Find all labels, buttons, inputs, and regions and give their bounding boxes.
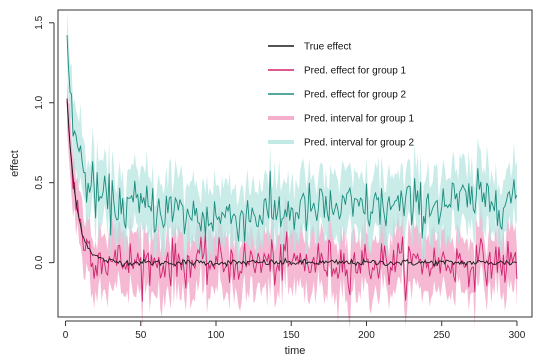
x-tick-label: 0: [63, 330, 69, 341]
x-tick-label: 250: [433, 330, 450, 341]
y-tick-label: 0.0: [34, 255, 45, 269]
series-lines: [66, 35, 518, 302]
prediction-interval-bands: [67, 10, 517, 329]
series-line-true-effect: [66, 98, 517, 268]
band-1: [67, 78, 517, 329]
legend-label: Pred. effect for group 1: [304, 66, 407, 77]
plot-frame: [57, 9, 533, 318]
x-tick-label: 150: [283, 330, 300, 341]
y-tick-label: 1.5: [34, 15, 45, 29]
y-tick-label: 1.0: [34, 95, 45, 109]
y-tick-label: 0.5: [34, 175, 45, 189]
y-axis-label: effect: [9, 150, 21, 177]
x-tick-label: 300: [509, 330, 526, 341]
x-axis: 0 50 100 150 200 250 300: [63, 320, 526, 341]
legend-label: Pred. interval for group 2: [304, 138, 414, 149]
y-axis: 0.0 0.5 1.0 1.5: [34, 15, 55, 270]
legend-label: Pred. effect for group 2: [304, 90, 407, 101]
x-axis-label: time: [285, 345, 306, 357]
x-tick-label: 50: [135, 330, 147, 341]
legend-label: True effect: [304, 42, 351, 53]
legend: True effect Pred. effect for group 1 Pred.…: [268, 42, 414, 149]
series-line-pred-effect-for-group-1: [66, 101, 518, 302]
x-tick-label: 100: [208, 330, 225, 341]
x-tick-label: 200: [358, 330, 375, 341]
legend-label: Pred. interval for group 1: [304, 114, 414, 125]
series-line-pred-effect-for-group-2: [66, 35, 518, 242]
